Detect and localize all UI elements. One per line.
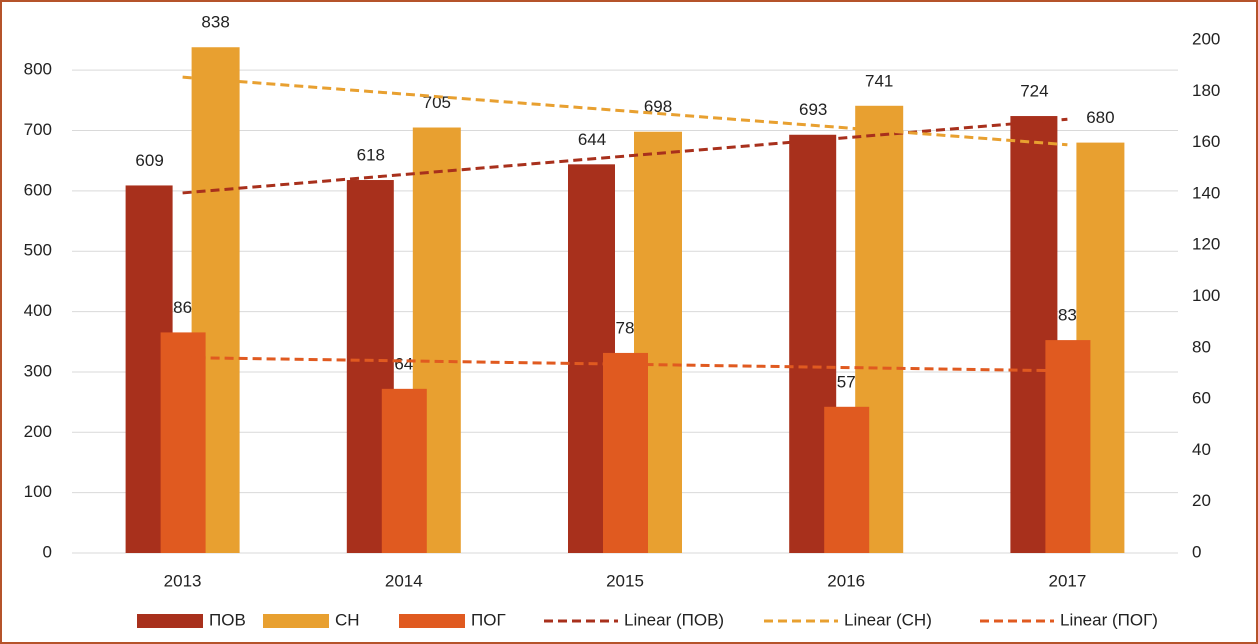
legend-swatch bbox=[399, 614, 465, 628]
bar bbox=[381, 388, 427, 553]
legend-label: Linear (ПОВ) bbox=[624, 610, 724, 629]
x-tick-label: 2015 bbox=[606, 571, 644, 590]
data-label: 86 bbox=[173, 298, 192, 317]
y-tick-label: 0 bbox=[43, 542, 52, 561]
legend-label: ПОВ bbox=[209, 610, 246, 629]
legend-label: Linear (ПОГ) bbox=[1060, 610, 1158, 629]
trend-line bbox=[182, 75, 1068, 147]
data-label: 741 bbox=[865, 71, 893, 90]
x-tick-label: 2017 bbox=[1048, 571, 1086, 590]
data-label: 78 bbox=[616, 318, 635, 337]
legend-swatch bbox=[137, 614, 203, 628]
legend-label: СН bbox=[335, 610, 360, 629]
data-label: 705 bbox=[423, 93, 451, 112]
x-tick-label: 2013 bbox=[164, 571, 202, 590]
y2-tick-label: 0 bbox=[1192, 542, 1201, 561]
y-tick-label: 300 bbox=[24, 361, 52, 380]
bar bbox=[603, 352, 648, 553]
x-tick-label: 2016 bbox=[827, 571, 865, 590]
y2-tick-label: 60 bbox=[1192, 389, 1211, 408]
y-tick-label: 100 bbox=[24, 482, 52, 501]
y-tick-label: 400 bbox=[24, 301, 52, 320]
y2-tick-label: 180 bbox=[1192, 81, 1220, 100]
y-tick-label: 200 bbox=[24, 422, 52, 441]
bar bbox=[160, 332, 206, 553]
data-label: 609 bbox=[135, 151, 163, 170]
y2-tick-label: 140 bbox=[1192, 183, 1220, 202]
data-label: 680 bbox=[1086, 108, 1114, 127]
data-label: 724 bbox=[1020, 82, 1048, 101]
y2-tick-label: 200 bbox=[1192, 29, 1220, 48]
y2-tick-label: 120 bbox=[1192, 235, 1220, 254]
data-label: 644 bbox=[578, 130, 606, 149]
data-label: 618 bbox=[357, 146, 385, 165]
y-tick-label: 500 bbox=[24, 241, 52, 260]
y-tick-label: 800 bbox=[24, 60, 52, 79]
bar bbox=[1045, 340, 1091, 553]
data-label: 83 bbox=[1058, 306, 1077, 325]
legend-swatch bbox=[263, 614, 329, 628]
y-tick-label: 700 bbox=[24, 120, 52, 139]
bar bbox=[824, 406, 870, 553]
data-label: 64 bbox=[394, 354, 413, 373]
y-tick-label: 600 bbox=[24, 180, 52, 199]
x-tick-label: 2014 bbox=[385, 571, 423, 590]
trend-line bbox=[182, 117, 1068, 195]
data-label: 693 bbox=[799, 100, 827, 119]
y2-tick-label: 20 bbox=[1192, 491, 1211, 510]
y2-tick-label: 160 bbox=[1192, 132, 1220, 151]
trend-line bbox=[182, 356, 1068, 373]
legend-label: ПОГ bbox=[471, 610, 506, 629]
data-label: 838 bbox=[201, 13, 229, 32]
data-label: 57 bbox=[837, 372, 856, 391]
y2-tick-label: 100 bbox=[1192, 286, 1220, 305]
y2-tick-label: 80 bbox=[1192, 337, 1211, 356]
y2-tick-label: 40 bbox=[1192, 440, 1211, 459]
legend-label: Linear (СН) bbox=[844, 610, 932, 629]
